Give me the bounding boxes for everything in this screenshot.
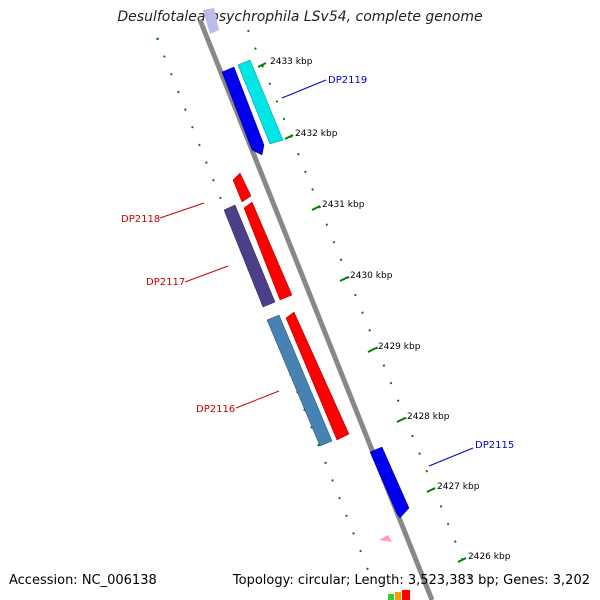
- gene-DP2117[interactable]: [223, 204, 276, 308]
- gene-feature-top[interactable]: [203, 8, 219, 34]
- gene-label-DP2116: DP2116: [196, 404, 235, 415]
- gene-labels: DP2119 DP2118 DP2117 DP2116 DP2115: [121, 75, 514, 467]
- gene-label-DP2117: DP2117: [146, 277, 185, 288]
- gene-DP2119[interactable]: [221, 66, 265, 156]
- tick-label: 2430 kbp: [350, 271, 393, 281]
- gene-feature-bottom-green[interactable]: [388, 594, 394, 600]
- gene-DP2116-red[interactable]: [285, 311, 350, 441]
- gene-feature-pink[interactable]: [379, 535, 392, 542]
- tick-label: 2433 kbp: [270, 57, 313, 67]
- tick-label: 2431 kbp: [322, 200, 365, 210]
- tick-labels: 2433 kbp 2432 kbp 2431 kbp 2430 kbp 2429…: [270, 57, 511, 562]
- gene-feature-bottom-red[interactable]: [402, 590, 410, 600]
- tick-marks: [257, 62, 467, 563]
- genome-summary-text: Topology: circular; Length: 3,523,383 bp…: [232, 573, 590, 588]
- gene-label-DP2119: DP2119: [328, 75, 367, 86]
- gene-feature-bottom-orange[interactable]: [395, 592, 401, 600]
- gene-label-DP2118: DP2118: [121, 214, 160, 225]
- tick-label: 2426 kbp: [468, 552, 511, 562]
- gene-DP2119-cyan[interactable]: [237, 59, 284, 145]
- tick-label: 2428 kbp: [407, 412, 450, 422]
- tick-label: 2427 kbp: [437, 482, 480, 492]
- outer-tick-track: [156, 37, 371, 576]
- gene-DP2118-red[interactable]: [232, 172, 252, 203]
- tick-label: 2432 kbp: [295, 129, 338, 139]
- gene-label-DP2115: DP2115: [475, 440, 514, 451]
- gene-DP2116[interactable]: [266, 314, 333, 447]
- gene-DP2117-red[interactable]: [243, 201, 293, 301]
- gene-DP2115[interactable]: [369, 446, 410, 519]
- inner-tick-track: [247, 29, 471, 579]
- accession-text: Accession: NC_006138: [9, 573, 157, 588]
- tick-label: 2429 kbp: [378, 342, 421, 352]
